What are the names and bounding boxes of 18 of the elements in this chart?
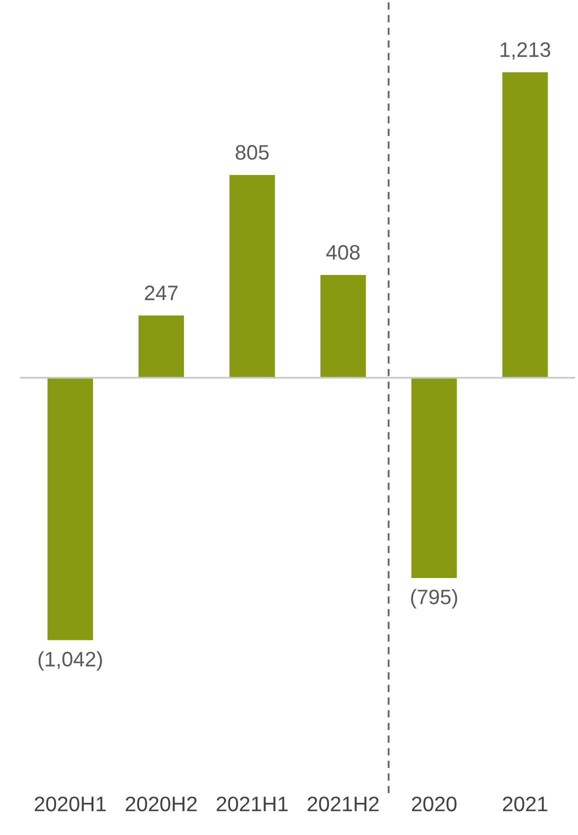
x-tick-label: 2021: [502, 796, 548, 812]
data-label: 1,213: [500, 42, 550, 60]
data-label: (1,042): [38, 651, 102, 671]
bar: [229, 175, 275, 378]
data-label: 805: [236, 145, 269, 160]
data-label: (795): [411, 589, 458, 608]
bar: [502, 72, 548, 378]
bar: [411, 378, 457, 578]
bar: [48, 378, 93, 640]
x-tick-label: 2020H1: [34, 796, 106, 812]
bar: [138, 316, 184, 378]
data-label: 247: [144, 286, 178, 300]
bar: [320, 274, 366, 378]
x-tick-label: 2021H1: [216, 796, 288, 812]
x-tick-label: 2020H2: [126, 796, 197, 812]
data-label: 408: [326, 245, 360, 260]
x-tick-label: 2021H2: [308, 796, 379, 812]
x-tick-label: 2020: [412, 796, 456, 812]
